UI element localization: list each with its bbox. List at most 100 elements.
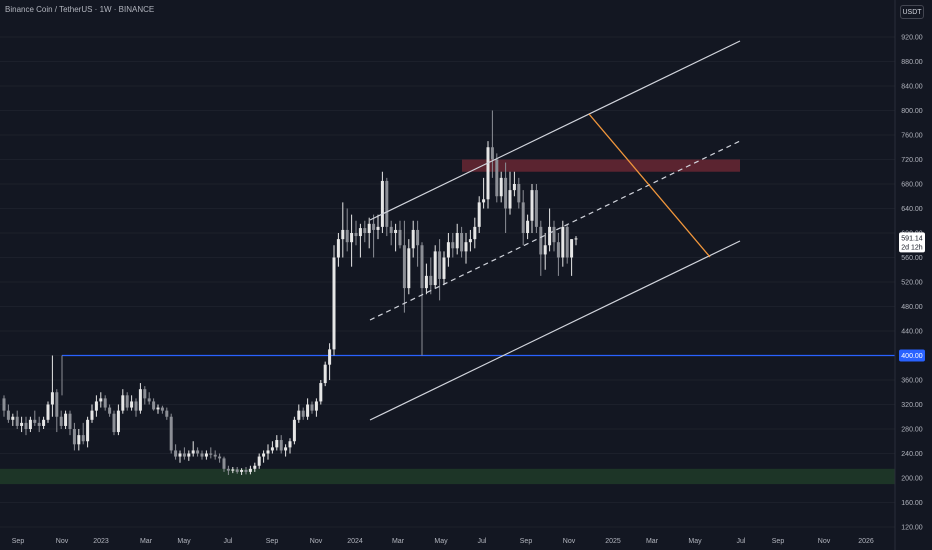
candle xyxy=(486,141,490,209)
candle-body xyxy=(565,226,569,258)
candle xyxy=(539,220,543,276)
candle xyxy=(11,413,15,426)
candle-body xyxy=(20,422,24,426)
candle-body xyxy=(266,450,270,454)
time-tick-label: May xyxy=(177,538,191,545)
candle-body xyxy=(288,441,292,448)
candle xyxy=(174,444,178,460)
candle-body xyxy=(504,177,508,209)
candle-body xyxy=(495,159,499,197)
candle xyxy=(446,233,450,267)
time-axis[interactable]: Sep Nov 2023 Mar May Jul Sep Nov 2024 Mar May Jul Se… xyxy=(12,538,874,545)
candle xyxy=(125,392,129,411)
candle-body xyxy=(380,180,384,227)
last-price-tag: 591.14 2d 12h xyxy=(899,232,925,253)
candle xyxy=(363,220,367,243)
candle xyxy=(433,245,437,289)
candle-body xyxy=(94,401,98,411)
price-tick-label: 200.00 xyxy=(901,476,923,483)
candle xyxy=(292,416,296,445)
candle xyxy=(134,398,138,417)
candle-body xyxy=(90,410,94,420)
candle xyxy=(358,223,362,258)
currency-button[interactable]: USDT xyxy=(900,5,924,19)
candle-body xyxy=(253,465,257,469)
candle-body xyxy=(464,242,468,252)
candle xyxy=(394,223,398,252)
candle-body xyxy=(350,233,354,243)
price-tick-label: 640.00 xyxy=(901,206,923,213)
time-tick-label: Jul xyxy=(478,538,487,545)
candle-body xyxy=(42,419,46,426)
price-axis[interactable]: 920.00 880.00 840.00 800.00 760.00 720.00 680.… xyxy=(901,35,923,532)
candle-body xyxy=(416,229,420,246)
candle xyxy=(332,245,336,356)
candle xyxy=(455,223,459,255)
candle-body xyxy=(125,395,129,408)
candle xyxy=(270,441,274,454)
candle-body xyxy=(301,410,305,417)
time-tick-label: May xyxy=(688,538,702,545)
candle xyxy=(218,453,222,463)
candle-body xyxy=(240,470,244,472)
candle-body xyxy=(556,242,560,258)
drawings[interactable] xyxy=(61,40,741,421)
candle-body xyxy=(328,349,332,365)
candle xyxy=(152,398,156,411)
price-tick-label: 760.00 xyxy=(901,133,923,140)
candle-body xyxy=(231,469,235,471)
candle xyxy=(59,410,63,429)
candle xyxy=(138,383,142,414)
candle xyxy=(191,441,195,457)
price-tick-label: 160.00 xyxy=(901,500,923,507)
candle-body xyxy=(15,416,19,426)
candle xyxy=(77,429,81,451)
candle xyxy=(266,444,270,460)
candle-body xyxy=(297,410,301,420)
candle-body xyxy=(508,190,512,209)
candle xyxy=(288,438,292,454)
candle-body xyxy=(468,239,472,243)
candle-body xyxy=(28,419,32,429)
candle-body xyxy=(284,447,288,451)
candle-body xyxy=(336,239,340,258)
candle-body xyxy=(332,257,336,350)
time-tick-label: Nov xyxy=(310,538,323,545)
candle xyxy=(284,444,288,457)
candle-body xyxy=(570,239,574,258)
price-tick-label: 320.00 xyxy=(901,402,923,409)
channel-midline xyxy=(369,140,741,321)
candle xyxy=(213,450,217,460)
candle-body xyxy=(152,401,156,410)
candle-body xyxy=(574,238,578,240)
candle-body xyxy=(530,190,534,221)
candle-body xyxy=(196,450,200,454)
candle xyxy=(464,233,468,264)
candle xyxy=(116,404,120,436)
candle xyxy=(257,453,261,469)
candle xyxy=(517,177,521,209)
candle-body xyxy=(143,389,147,399)
candle xyxy=(160,405,164,414)
candle xyxy=(24,416,28,436)
candle xyxy=(504,162,508,233)
candle xyxy=(64,410,68,429)
candle xyxy=(275,435,279,451)
candle-body xyxy=(460,233,464,252)
candle-body xyxy=(165,410,169,417)
candle-body xyxy=(226,468,230,471)
candle-body xyxy=(429,275,433,286)
candle-body xyxy=(244,470,248,472)
candle xyxy=(156,404,160,414)
candle xyxy=(112,410,116,436)
candle xyxy=(94,395,98,417)
candle-body xyxy=(455,233,459,249)
candle-body xyxy=(539,226,543,255)
candle xyxy=(319,380,323,405)
candle-body xyxy=(438,251,442,279)
price-tick-label: 240.00 xyxy=(901,451,923,458)
candle-body xyxy=(482,199,486,203)
candle-body xyxy=(424,275,428,289)
candle-body xyxy=(420,245,424,289)
